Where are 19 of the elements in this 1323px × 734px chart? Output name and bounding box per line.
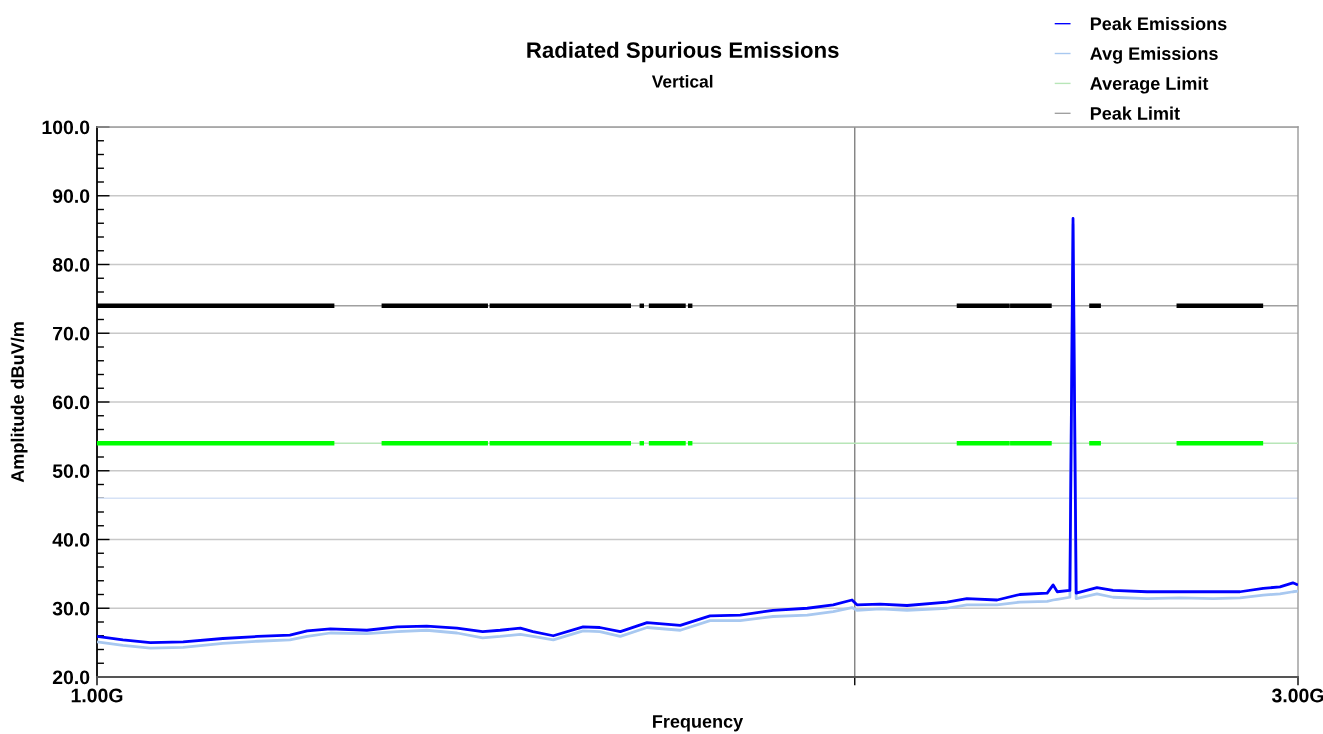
y-tick-label: 50.0	[52, 464, 90, 478]
chart-title: Radiated Spurious Emissions	[527, 41, 839, 63]
y-tick-label: 80.0	[52, 257, 90, 272]
x-axis-title: Frequency	[653, 715, 744, 732]
y-tick-label: 100.0	[42, 120, 90, 135]
chart-subtitle: Vertical	[651, 74, 713, 88]
legend-label: Peak Limit	[1090, 106, 1180, 120]
y-tick-label: 30.0	[52, 601, 90, 616]
y-tick-label: 20.0	[52, 670, 90, 685]
x-tick-label: 1.00G	[71, 688, 123, 703]
y-tick-label: 90.0	[52, 189, 90, 203]
y-tick-label: 60.0	[52, 395, 90, 410]
y-tick-label: 40.0	[52, 532, 90, 547]
legend-label: Average Limit	[1090, 76, 1209, 94]
legend-label: Avg Emissions	[1090, 46, 1218, 64]
x-tick-label: 3.00G	[1271, 688, 1323, 703]
y-axis-title: Amplitude dBuV/m	[10, 322, 28, 483]
y-tick-label: 70.0	[53, 326, 90, 341]
legend-label: Peak Emissions	[1090, 16, 1227, 31]
